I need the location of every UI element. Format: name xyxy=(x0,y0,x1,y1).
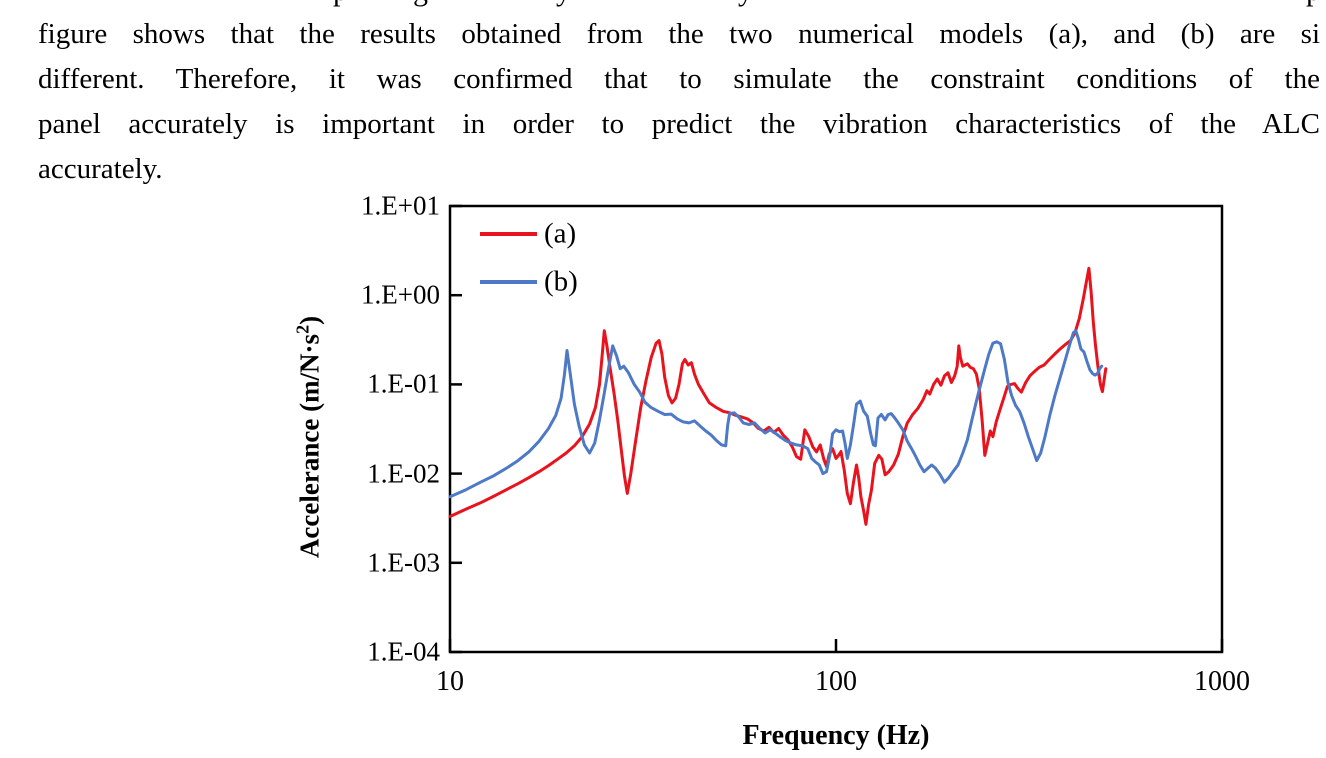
y-tick-label: 1.E-04 xyxy=(367,636,440,667)
paragraph-line: figure shows that the results obtained f… xyxy=(38,18,1320,50)
legend-line-b xyxy=(480,280,537,284)
y-tick-label: 1.E-03 xyxy=(367,547,440,578)
legend-line-a xyxy=(480,232,537,236)
clipped-glyph: p xyxy=(333,0,348,6)
clipped-glyph: p xyxy=(1306,0,1321,6)
y-tick-label: 1.E+00 xyxy=(361,279,440,310)
y-axis-title-close: ) xyxy=(294,315,325,325)
y-tick-label: 1.E-02 xyxy=(367,458,440,489)
paragraph-line: accurately. xyxy=(38,153,163,185)
x-tick-label: 10 xyxy=(436,666,464,697)
y-tick-label: 1.E+01 xyxy=(361,190,440,221)
y-axis-title-text: Accelerance (m/N·s xyxy=(294,333,325,559)
legend-label-a: (a) xyxy=(544,217,577,250)
y-axis-title: Accelerance (m/N·s2) xyxy=(293,316,326,558)
clipped-glyph: g xyxy=(413,0,428,6)
paragraph-line: panel accurately is important in order t… xyxy=(38,108,1320,140)
plot-frame xyxy=(448,204,1224,654)
x-tick-label: 100 xyxy=(815,666,857,697)
clipped-glyph: y xyxy=(738,0,753,6)
series-a-line xyxy=(448,266,1108,526)
paragraph: figure shows that the results obtained f… xyxy=(38,12,1326,192)
clipped-text-line: pgyyp xyxy=(0,0,1326,13)
paragraph-line: different. Therefore, it was confirmed t… xyxy=(38,63,1320,95)
series-b-line xyxy=(448,329,1104,499)
y-axis-title-sup: 2 xyxy=(292,324,313,334)
x-tick-label: 1000 xyxy=(1194,666,1250,697)
y-tick-label: 1.E-01 xyxy=(367,368,440,399)
legend-label-b: (b) xyxy=(544,265,578,298)
plot-area xyxy=(448,204,1224,654)
figure: 1.E+01 1.E+00 1.E-01 1.E-02 1.E-03 1.E-0… xyxy=(0,190,1326,758)
clipped-glyph: y xyxy=(556,0,571,6)
x-axis-title: Frequency (Hz) xyxy=(742,720,930,751)
